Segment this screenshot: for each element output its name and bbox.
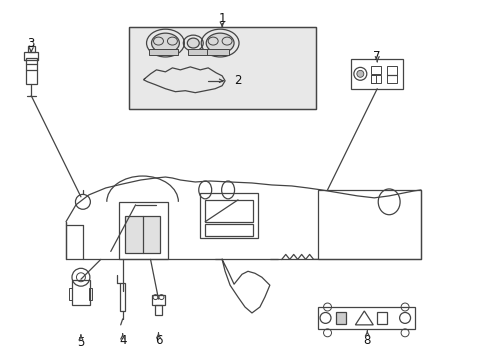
Bar <box>120 283 125 311</box>
Bar <box>205 224 252 235</box>
Bar <box>89 288 92 300</box>
Bar <box>336 312 346 324</box>
Bar <box>24 52 38 60</box>
Bar <box>72 280 90 305</box>
Bar <box>317 190 420 260</box>
Bar <box>207 49 228 55</box>
Bar <box>128 27 315 109</box>
Bar <box>205 200 252 222</box>
Bar <box>370 75 381 83</box>
Bar <box>119 202 168 260</box>
Text: 3: 3 <box>27 37 35 50</box>
Text: 1: 1 <box>218 12 225 25</box>
Text: 5: 5 <box>77 336 84 349</box>
Bar <box>188 49 218 55</box>
Text: 6: 6 <box>154 334 162 347</box>
Circle shape <box>356 70 363 77</box>
Ellipse shape <box>151 33 179 53</box>
Bar <box>28 46 35 52</box>
Text: 2: 2 <box>234 74 241 87</box>
Bar <box>317 307 414 329</box>
Text: 7: 7 <box>373 50 380 63</box>
Bar <box>386 66 396 83</box>
Bar <box>200 193 257 238</box>
Bar <box>124 216 160 253</box>
Bar <box>26 58 37 84</box>
Bar <box>351 59 402 89</box>
Bar <box>376 312 386 324</box>
Bar <box>151 295 165 305</box>
Bar <box>69 288 72 300</box>
Text: 8: 8 <box>363 334 370 347</box>
Bar <box>370 66 381 74</box>
Bar <box>128 27 315 109</box>
Text: 4: 4 <box>119 334 126 347</box>
Ellipse shape <box>206 33 234 53</box>
Bar <box>148 49 178 55</box>
Ellipse shape <box>187 38 199 48</box>
Bar <box>154 305 162 315</box>
Bar <box>370 75 375 83</box>
